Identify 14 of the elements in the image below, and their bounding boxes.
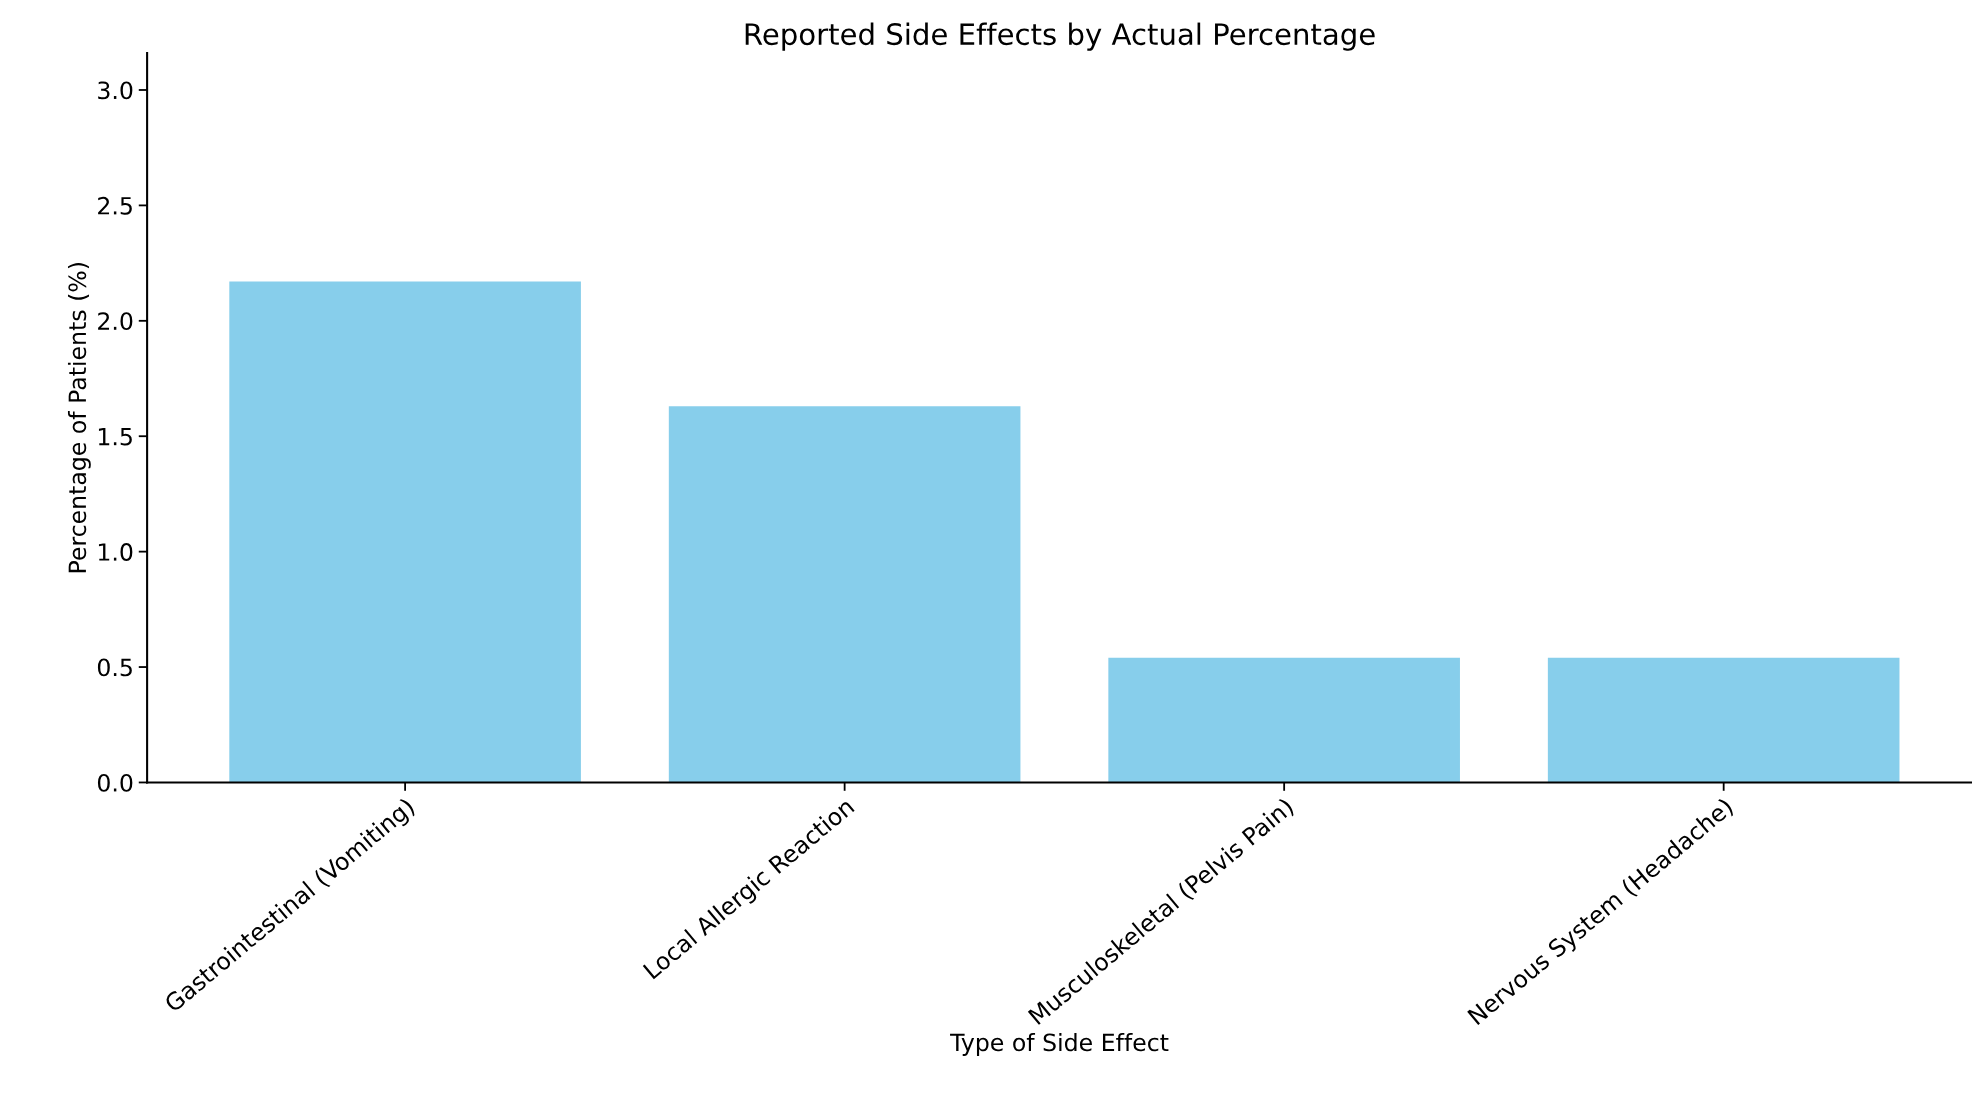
bar — [1547, 657, 1900, 783]
chart-title: Reported Side Effects by Actual Percentage — [745, 22, 1375, 51]
y-tick-label: 2.0 — [98, 312, 133, 331]
x-axis-title: Type of Side Effect — [950, 1033, 1169, 1056]
y-axis-title: Percentage of Patients (%) — [67, 263, 91, 573]
y-tick-label: 0.0 — [97, 773, 133, 792]
y-tick-label: 1.5 — [98, 427, 132, 446]
bar — [229, 281, 581, 783]
y-tick-label: 0.5 — [97, 658, 132, 677]
bar — [668, 406, 1021, 783]
y-tick-label: 1.0 — [98, 543, 133, 561]
y-tick-label: 3.0 — [98, 81, 133, 100]
y-tick-label: 2.5 — [98, 196, 132, 215]
bar — [1108, 657, 1460, 783]
